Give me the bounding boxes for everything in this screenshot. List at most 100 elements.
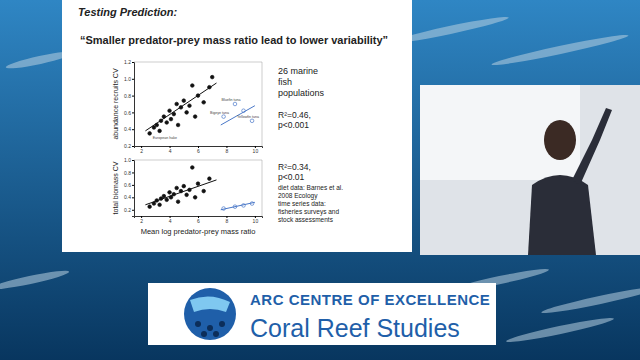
y-tick-label: 0.2 [124, 207, 131, 213]
source-note: fisheries surveys and [278, 208, 339, 216]
y-tick-mark [132, 112, 134, 113]
x-tick: 10 [253, 146, 259, 154]
y-axis-line [132, 161, 135, 217]
logo-box [148, 283, 496, 345]
plot-frame [262, 62, 263, 146]
x-tick: 8 [226, 216, 229, 224]
population-note: 26 marine [278, 66, 318, 76]
y-tick: 0.6 [124, 110, 134, 116]
source-note: stock assessments [278, 216, 334, 223]
data-point [185, 193, 189, 197]
logo-emblem-fish [219, 321, 225, 327]
y-tick-mark [132, 62, 134, 63]
x-tick: 2 [140, 216, 143, 224]
page: Testing Prediction:“Smaller predator-pre… [0, 0, 640, 360]
y-tick: 0.6 [124, 182, 134, 188]
y-tick-mark [132, 185, 134, 186]
y-tick-mark [132, 129, 134, 130]
y-tick: 0.8 [124, 93, 134, 99]
plot-frame [134, 62, 262, 63]
plot-frame [262, 160, 263, 216]
logo: ARC CENTRE OF EXCELLENCECoral Reef Studi… [148, 283, 496, 345]
logo-emblem-fish [207, 325, 213, 331]
y-axis: 0.2 0.4 0.6 0.8 1.0 [124, 157, 134, 216]
population-note: populations [278, 88, 325, 98]
point-label: Bigeye tuna [210, 111, 229, 115]
source-note: 2008 Ecology [278, 192, 318, 200]
x-axis: 2 4 6 8 10 [135, 146, 263, 154]
y-tick-label: 1.0 [124, 157, 131, 163]
point-labels: European hakeBigeye tunaBluefin tunaYell… [153, 98, 259, 140]
y-tick-label: 0.2 [124, 143, 131, 149]
y-tick: 0.4 [124, 126, 134, 132]
data-point [162, 194, 166, 198]
data-point [193, 115, 197, 119]
plot-frame [134, 160, 262, 161]
x-tick-label: 6 [197, 148, 200, 154]
projected-slide [420, 85, 580, 180]
data-point [250, 119, 254, 123]
y-tick-label: 0.6 [124, 182, 131, 188]
data-point [165, 198, 169, 202]
data-point [188, 104, 192, 108]
data-point [196, 182, 200, 186]
data-point [148, 205, 152, 209]
x-tick: 2 [140, 146, 143, 154]
data-point [176, 200, 180, 204]
fish [0, 268, 70, 292]
data-point [175, 102, 179, 106]
background [0, 0, 640, 360]
data-point [182, 184, 186, 188]
data-point [222, 115, 226, 119]
y-tick: 0.8 [124, 170, 134, 176]
y-tick-mark [132, 197, 134, 198]
slide [62, 0, 412, 252]
y-tick-mark [132, 146, 134, 147]
x-tick: 4 [169, 146, 172, 154]
logo-emblem [184, 288, 236, 340]
data-point [185, 111, 189, 115]
data-point [169, 117, 173, 121]
y-tick-label: 0.4 [124, 194, 131, 200]
logo-emblem-fish [201, 331, 207, 337]
x-tick-label: 8 [226, 218, 229, 224]
annotation: p<0.01 [278, 172, 305, 182]
y-tick-label: 1.0 [124, 76, 131, 82]
y-tick-mark [132, 79, 134, 80]
data-point [233, 102, 237, 106]
data-point [175, 186, 179, 190]
data-point [168, 191, 172, 195]
data-point [176, 123, 180, 127]
x-tick: 8 [226, 146, 229, 154]
x-tick-label: 2 [140, 148, 143, 154]
y-axis-line [132, 63, 135, 147]
data-point [148, 132, 152, 136]
data-point [182, 99, 186, 103]
speaker-arm [572, 108, 612, 185]
chart: 2468100.20.40.60.81.01.2abundance recrui… [112, 59, 311, 153]
speaker-head [544, 120, 576, 160]
point-label: Bluefin tuna [221, 98, 240, 102]
data-point [158, 203, 162, 207]
data-point [191, 84, 195, 88]
annotation: R²=0.34, [278, 162, 311, 172]
y-tick-label: 0.6 [124, 110, 131, 116]
plot-area [145, 166, 255, 211]
data-point [202, 101, 206, 105]
y-tick: 0.2 [124, 143, 134, 149]
x-tick-label: 8 [226, 148, 229, 154]
y-tick-label: 0.8 [124, 170, 131, 176]
y-tick: 0.2 [124, 207, 134, 213]
y-tick-mark [132, 96, 134, 97]
regression-line [145, 180, 216, 205]
y-axis: 0.20.40.60.81.01.2 [124, 59, 134, 149]
data-point [165, 121, 169, 125]
y-tick-mark [132, 160, 134, 161]
fish [540, 284, 640, 317]
point-label: European hake [153, 136, 177, 140]
annotation: p<0.001 [278, 120, 309, 130]
speaker-body [528, 175, 596, 255]
regression-line [221, 202, 255, 209]
plot-area [145, 75, 255, 135]
data-point [193, 196, 197, 200]
